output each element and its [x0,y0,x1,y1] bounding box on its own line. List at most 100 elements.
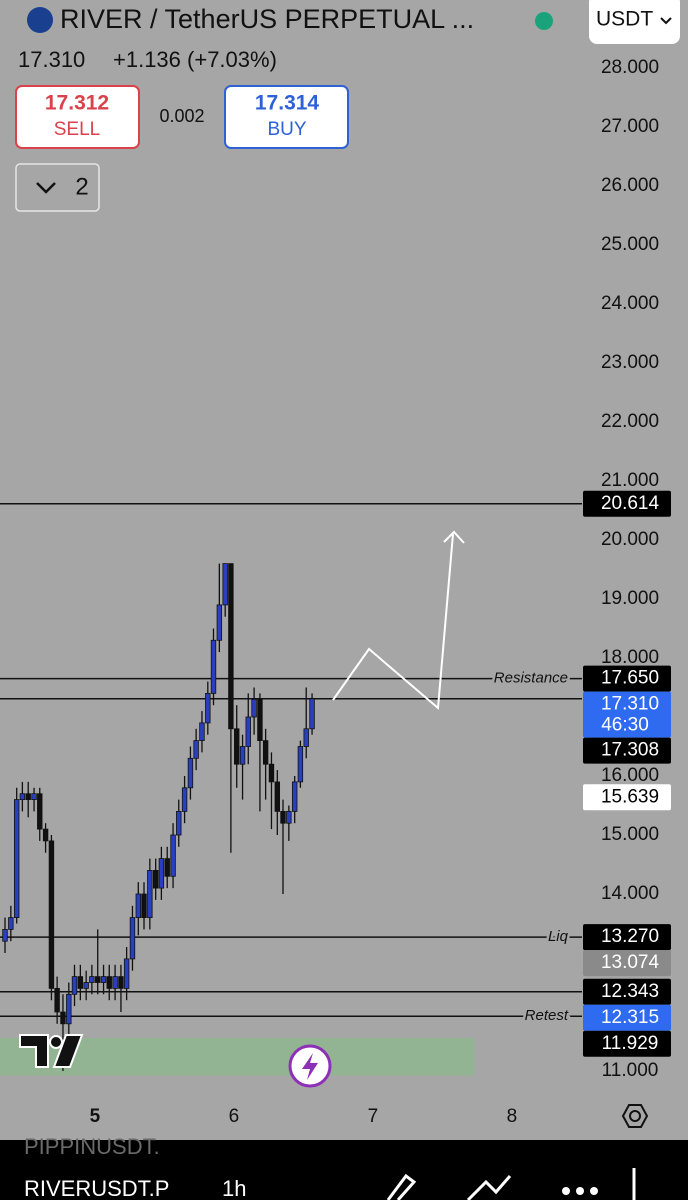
buy-button[interactable] [224,85,349,149]
candle-body [158,858,165,889]
y-tick-label: 26.000 [601,175,659,196]
candle-body [8,917,14,930]
candle-body [118,976,124,989]
quote-chevron [660,17,672,25]
sell-label[interactable]: SELL [54,119,100,140]
candle-body [291,781,298,812]
y-tick-label: 16.000 [601,765,659,786]
candle-body [66,993,72,1025]
candle-body [112,976,118,989]
candle-body [280,811,286,824]
candle-body [141,893,147,919]
y-tick-label: 23.000 [601,352,659,373]
x-tick-label: 5 [90,1106,101,1127]
candle-body [274,781,281,812]
candle-body [95,976,101,983]
indicators-count[interactable]: 2 [75,173,88,200]
trend-tool-icon[interactable] [466,1175,512,1200]
price-tag [583,1030,671,1057]
price-tag [583,665,671,692]
candle-body [216,604,223,641]
candle-body [239,746,246,765]
quote-label[interactable]: USDT [596,8,653,31]
previous-symbol[interactable]: PIPPINUSDT. [24,1134,160,1159]
candle-body [48,840,55,989]
y-tick-label: 19.000 [601,588,659,609]
price-tag-label: 17.310 [601,694,659,715]
y-tick-label: 25.000 [601,234,659,255]
candle-body [181,787,188,812]
candle-body [89,976,95,983]
price-tag-label: 11.929 [602,1033,659,1054]
candle-body [303,728,309,747]
candle-body [129,917,136,960]
candle-body [257,698,263,741]
quote-selector[interactable] [589,0,680,44]
symbol-tab[interactable]: RIVERUSDT.P [24,1176,169,1200]
candle-body [170,834,176,877]
level-label: Liq [548,928,569,945]
candle-body [25,793,31,801]
last-price: 17.310 [18,47,85,72]
price-tag-label: 17.308 [601,740,659,761]
candle-body [245,716,251,747]
indicators-chevron [36,182,56,194]
candle-body [83,982,89,989]
candle-body [106,976,112,989]
indicators-toggle[interactable] [15,163,100,212]
candle-body [71,976,78,995]
candle-body [234,728,240,765]
interval-tab[interactable]: 1h [222,1176,246,1200]
draw-tool-icon[interactable] [386,1173,417,1200]
price-tag [583,691,671,738]
y-tick-label: 14.000 [601,883,659,904]
price-tag [583,950,671,977]
candle-body [54,988,60,1013]
settings-button[interactable] [621,1104,649,1128]
price-tag [583,737,671,764]
candle-body [210,639,217,694]
price-change: +1.136 (+7.03%) [113,47,277,72]
spread: 0.002 [159,106,204,126]
candle-body [268,763,275,783]
y-tick-label: 15.000 [601,824,659,845]
candle-body [286,811,292,824]
more-button[interactable] [562,1187,598,1195]
candle-body [100,976,107,983]
candle-body [164,858,170,877]
price-tag-label: 13.270 [601,926,659,947]
tradingview-logo[interactable] [19,1034,84,1068]
candle-body [187,757,194,789]
bottom-bar [0,1140,688,1200]
price-tag-label: 15.639 [601,786,659,807]
candle-body [262,740,269,765]
y-tick-label: 28.000 [601,57,659,78]
candle-body [309,698,315,730]
projection-arrowhead [443,530,465,544]
candle-body [251,698,257,718]
price-tag [583,924,671,951]
candle-body [123,958,130,989]
symbol-title[interactable]: RIVER / TetherUS PERPETUAL ... [60,4,474,34]
price-tag-label: 12.343 [601,981,659,1002]
buy-label[interactable]: BUY [267,119,306,140]
candle-body [228,563,234,730]
sell-button[interactable] [15,85,140,149]
sell-price[interactable]: 17.312 [45,92,109,115]
buy-price[interactable]: 17.314 [255,92,320,115]
price-tag-countdown: 46:30 [601,715,649,736]
price-tag [583,490,671,517]
symbol-logo[interactable] [27,7,53,33]
candle-body [42,828,49,842]
alert-button[interactable] [288,1044,332,1088]
candle-body [222,563,228,606]
candle-body [152,870,159,889]
price-tag-label: 13.074 [601,952,660,973]
candle-body [77,976,84,989]
plot: 28.000 27.000 26.000 25.000 24.000 23.000 22.0… [0,57,671,1127]
candle-body [19,793,26,801]
projection-drawing [332,533,454,711]
x-tick-label: 8 [507,1106,518,1127]
y-tick-label: 24.000 [601,293,659,314]
price-tag-label: 20.614 [601,493,660,514]
